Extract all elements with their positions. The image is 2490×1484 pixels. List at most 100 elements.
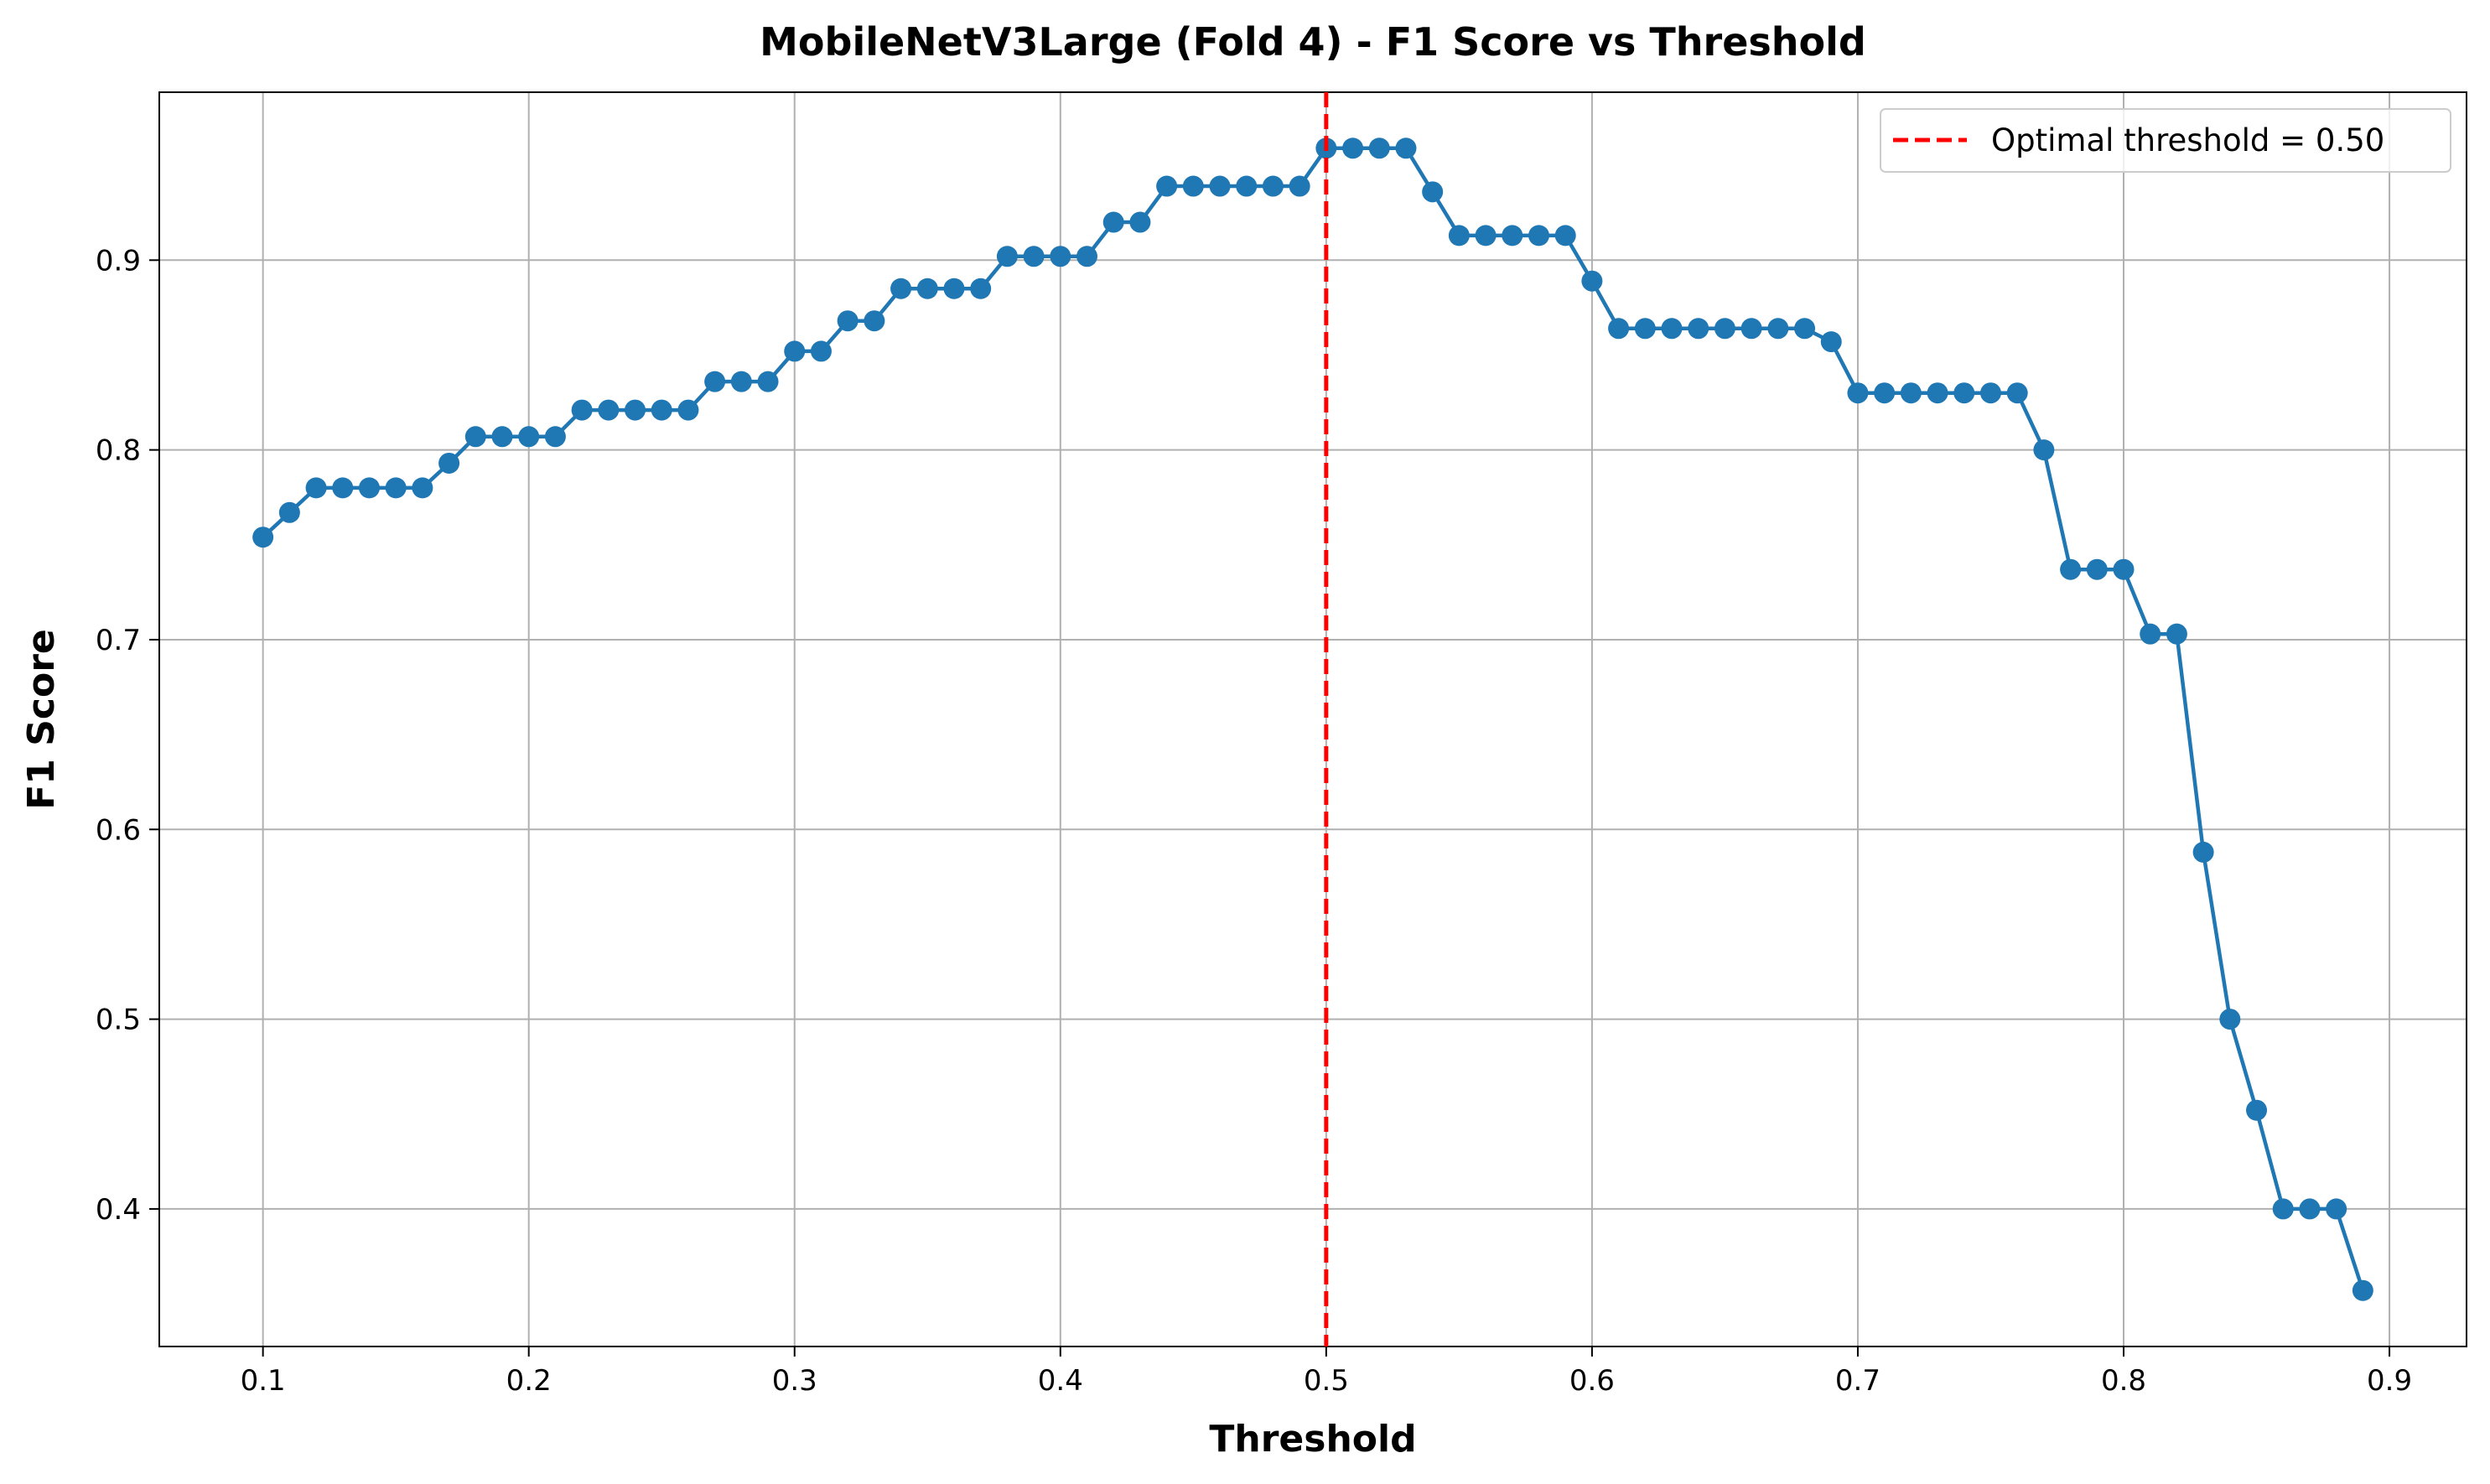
data-point — [1661, 318, 1683, 340]
data-point — [1581, 270, 1603, 292]
y-tick-label: 0.7 — [96, 624, 141, 657]
data-point — [1368, 138, 1390, 159]
x-tick-label: 0.5 — [1304, 1364, 1349, 1398]
data-point — [970, 278, 992, 299]
data-point — [2086, 558, 2108, 580]
data-point — [1528, 225, 1549, 246]
data-point — [1129, 211, 1151, 233]
data-point — [2166, 623, 2187, 645]
data-point — [1182, 175, 1204, 197]
data-point — [1953, 382, 1975, 404]
x-tick-label: 0.8 — [2101, 1364, 2146, 1398]
data-point — [1554, 225, 1576, 246]
data-point — [1794, 318, 1816, 340]
data-point — [252, 527, 274, 548]
data-point — [332, 477, 354, 499]
data-point — [2033, 439, 2055, 461]
x-tick-label: 0.2 — [506, 1364, 552, 1398]
data-point — [651, 399, 672, 421]
y-tick-label: 0.5 — [96, 1004, 141, 1037]
data-point — [305, 477, 327, 499]
data-point — [1050, 246, 1071, 267]
x-tick-label: 0.3 — [772, 1364, 817, 1398]
axis-ticks: 0.1 0.2 0.3 0.4 0.5 0.6 0.7 0.8 0.9 0.4 0.5 0.6 0.7 0… — [96, 244, 2412, 1398]
data-point — [1209, 175, 1231, 197]
x-tick-label: 0.6 — [1569, 1364, 1615, 1398]
legend-box — [1880, 108, 2451, 173]
data-point — [518, 426, 540, 448]
legend-label-threshold: Optimal threshold = 0.50 — [1991, 122, 2384, 158]
data-point — [1262, 175, 1284, 197]
x-tick-label: 0.9 — [2367, 1364, 2412, 1398]
chart-title: MobileNetV3Large (Fold 4) - F1 Score vs … — [760, 19, 1866, 65]
data-point — [2352, 1279, 2373, 1301]
x-tick-label: 0.7 — [1835, 1364, 1880, 1398]
data-point — [1608, 318, 1630, 340]
y-axis-label: F1 Score — [20, 629, 63, 810]
data-point — [677, 399, 699, 421]
data-point — [278, 501, 300, 523]
x-tick-label: 0.1 — [241, 1364, 286, 1398]
data-point — [1395, 138, 1417, 159]
data-point — [1076, 246, 1098, 267]
data-point — [1289, 175, 1310, 197]
data-point — [1900, 382, 1922, 404]
data-point — [1767, 318, 1789, 340]
data-point — [1475, 225, 1497, 246]
y-tick-label: 0.8 — [96, 434, 141, 468]
data-point — [544, 426, 566, 448]
data-point — [412, 477, 433, 499]
y-tick-label: 0.4 — [96, 1193, 141, 1227]
y-tick-label: 0.9 — [96, 244, 141, 278]
data-point — [1502, 225, 1523, 246]
data-point — [2192, 841, 2214, 863]
data-point — [1102, 211, 1124, 233]
data-point — [2113, 558, 2135, 580]
data-point — [571, 399, 593, 421]
x-axis-label: Threshold — [1209, 1418, 1416, 1461]
data-series — [252, 138, 2373, 1301]
data-point — [491, 426, 513, 448]
data-point — [1422, 181, 1444, 203]
data-point — [1023, 246, 1045, 267]
legend: Optimal threshold = 0.50 — [1880, 108, 2451, 173]
data-point — [1448, 225, 1470, 246]
data-point — [1236, 175, 1258, 197]
grid-lines — [159, 92, 2467, 1346]
data-point — [1874, 382, 1896, 404]
data-point — [784, 340, 806, 362]
data-point — [1979, 382, 2001, 404]
plot-area-frame — [158, 91, 2467, 1347]
data-point — [438, 452, 460, 474]
data-point — [1342, 138, 1364, 159]
data-point — [358, 477, 380, 499]
data-point — [1740, 318, 1762, 340]
data-point — [2219, 1009, 2241, 1030]
data-point — [916, 278, 938, 299]
data-point — [890, 278, 912, 299]
data-point — [1927, 382, 1948, 404]
data-point — [2006, 382, 2028, 404]
data-point — [2246, 1099, 2268, 1121]
data-point — [1820, 331, 1842, 353]
data-point — [1156, 175, 1178, 197]
data-point — [864, 310, 885, 332]
data-point — [464, 426, 486, 448]
data-point — [943, 278, 965, 299]
data-point — [1688, 318, 1709, 340]
data-point — [2140, 623, 2161, 645]
data-point — [598, 399, 620, 421]
data-point — [625, 399, 646, 421]
x-tick-label: 0.4 — [1038, 1364, 1083, 1398]
data-point — [810, 340, 832, 362]
data-point — [837, 310, 859, 332]
data-point — [2326, 1198, 2347, 1220]
y-tick-label: 0.6 — [96, 813, 141, 847]
data-point — [2272, 1198, 2294, 1220]
data-point — [2299, 1198, 2321, 1220]
data-point — [1634, 318, 1656, 340]
data-point — [2060, 558, 2082, 580]
data-point — [730, 371, 752, 392]
data-point — [757, 371, 779, 392]
